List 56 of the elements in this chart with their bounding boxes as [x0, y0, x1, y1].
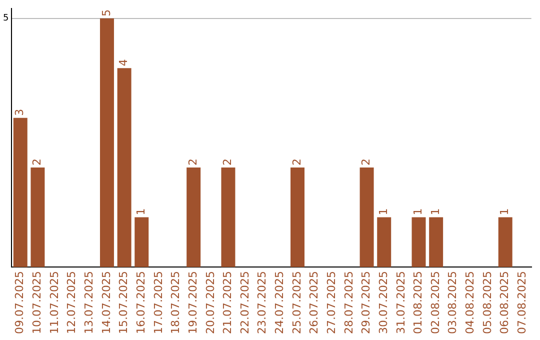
data-label: 3	[13, 108, 26, 116]
data-label: 2	[186, 158, 200, 166]
x-tick-label: 02.08.2025	[428, 271, 442, 334]
x-tick-label: 11.07.2025	[48, 271, 61, 334]
x-tick-label: 12.07.2025	[65, 271, 78, 334]
x-tick-label: 19.07.2025	[186, 271, 200, 334]
x-tick-label: 17.07.2025	[152, 271, 165, 334]
x-tick-label: 18.07.2025	[169, 271, 182, 334]
bar	[412, 217, 426, 268]
x-tick-label: 24.07.2025	[273, 271, 286, 334]
x-tick-label: 06.08.2025	[498, 271, 512, 334]
data-label: 2	[221, 158, 234, 166]
data-label: 1	[134, 208, 148, 216]
x-tick-label: 07.08.2025	[516, 271, 529, 334]
data-label: 1	[498, 208, 512, 216]
x-tick-label: 14.07.2025	[100, 271, 113, 334]
bar	[30, 168, 45, 268]
bar	[100, 18, 114, 268]
x-tick-label: 22.07.2025	[238, 271, 252, 334]
bar	[377, 217, 392, 268]
bar	[221, 168, 236, 268]
x-tick-label: 26.07.2025	[308, 271, 321, 334]
x-tick-label: 09.07.2025	[13, 271, 26, 334]
bar	[360, 168, 374, 268]
x-tick-label: 23.07.2025	[256, 271, 269, 334]
x-tick-label: 05.08.2025	[480, 271, 494, 334]
x-tick-label: 29.07.2025	[360, 271, 373, 334]
data-label: 2	[360, 158, 373, 166]
x-tick-label: 27.07.2025	[325, 271, 338, 334]
bar	[117, 68, 132, 268]
data-label: 1	[376, 208, 390, 216]
bar	[498, 217, 512, 268]
x-tick-label: 25.07.2025	[290, 271, 304, 334]
x-tick-label: 04.08.2025	[464, 271, 477, 334]
x-tick-label: 16.07.2025	[134, 271, 148, 334]
x-tick-label: 28.07.2025	[342, 271, 356, 334]
x-tick-label: 01.08.2025	[412, 271, 425, 334]
x-tick-label: 03.08.2025	[446, 271, 460, 334]
data-label: 5	[100, 9, 113, 16]
bar	[13, 118, 28, 268]
x-tick-label: 31.07.2025	[394, 271, 408, 334]
x-tick-label: 15.07.2025	[117, 271, 130, 334]
bar	[429, 217, 444, 268]
bar	[134, 217, 149, 268]
x-tick-label: 20.07.2025	[204, 271, 217, 334]
x-tick-label: 21.07.2025	[221, 271, 234, 334]
bar	[290, 168, 304, 268]
data-label: 1	[412, 208, 425, 216]
data-label: 4	[117, 59, 130, 66]
x-tick-label: 30.07.2025	[376, 271, 390, 334]
data-label: 2	[290, 158, 304, 166]
bar	[186, 168, 201, 268]
data-label: 1	[428, 208, 442, 216]
x-tick-label: 13.07.2025	[82, 271, 96, 334]
data-label: 2	[30, 158, 44, 166]
x-tick-label: 10.07.2025	[30, 271, 44, 334]
